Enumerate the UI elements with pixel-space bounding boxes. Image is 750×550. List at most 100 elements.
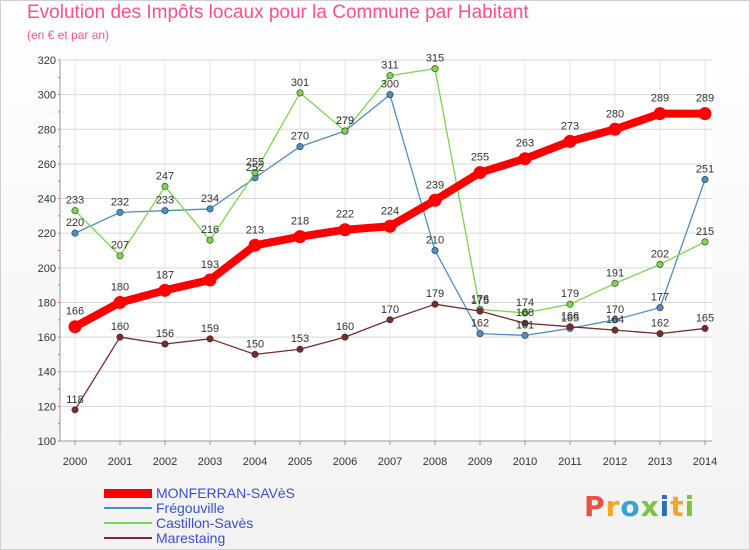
y-tick-label: 120: [38, 401, 56, 413]
x-tick-label: 2011: [558, 456, 582, 468]
y-tick-label: 220: [38, 228, 56, 240]
data-point-monferran-sav-s: [383, 219, 397, 233]
chart-subtitle: (en € et par an): [27, 28, 110, 42]
data-point-fr-gouville: [431, 247, 439, 255]
data-label-marestaing: 168: [516, 307, 534, 319]
data-label-marestaing: 159: [201, 323, 219, 335]
data-point-castillon-sav-s: [566, 300, 574, 308]
data-point-castillon-sav-s: [161, 182, 169, 190]
data-label-monferran-sav-s: 239: [426, 179, 444, 191]
legend-item-fregouville[interactable]: Frégouville: [104, 501, 224, 515]
data-point-monferran-sav-s: [293, 230, 307, 244]
grid: [60, 59, 712, 442]
data-point-fr-gouville: [656, 304, 664, 312]
data-label-marestaing: 170: [381, 304, 399, 316]
x-tick-label: 2014: [693, 456, 717, 468]
data-point-fr-gouville: [521, 331, 529, 339]
data-point-monferran-sav-s: [248, 238, 262, 252]
data-label-castillon-sav-s: 202: [651, 248, 669, 260]
data-label-castillon-sav-s: 216: [201, 224, 219, 236]
data-point-monferran-sav-s: [113, 295, 127, 309]
legend-label-monferran: MONFERRAN-SAVèS: [156, 485, 295, 501]
data-label-monferran-sav-s: 255: [471, 152, 489, 164]
data-point-monferran-sav-s: [608, 122, 622, 136]
data-label-marestaing: 165: [696, 312, 714, 324]
x-tick-label: 2003: [198, 456, 222, 468]
logo-letter: o: [620, 490, 641, 523]
data-label-fr-gouville: 270: [291, 131, 309, 143]
data-label-castillon-sav-s: 207: [111, 240, 129, 252]
y-tick-label: 280: [38, 124, 56, 136]
data-point-monferran-sav-s: [158, 283, 172, 297]
axes: 100 120 140 160 180 200 220 240 260 280 300 320 2000…: [38, 55, 718, 468]
data-point-marestaing: [251, 350, 259, 358]
data-point-castillon-sav-s: [656, 260, 664, 268]
data-point-marestaing: [71, 406, 79, 414]
data-label-marestaing: 164: [606, 314, 624, 326]
data-label-monferran-sav-s: 213: [246, 224, 264, 236]
data-point-marestaing: [521, 319, 529, 327]
data-point-monferran-sav-s: [68, 320, 82, 334]
data-point-castillon-sav-s: [386, 72, 394, 80]
data-label-castillon-sav-s: 215: [696, 226, 714, 238]
y-tick-label: 100: [38, 436, 56, 448]
data-label-castillon-sav-s: 233: [66, 195, 84, 207]
data-point-castillon-sav-s: [206, 236, 214, 244]
legend-item-castillon[interactable]: Castillon-Savès: [104, 516, 253, 530]
data-point-monferran-sav-s: [563, 134, 577, 148]
data-label-marestaing: 160: [111, 321, 129, 333]
y-tick-label: 260: [38, 159, 56, 171]
data-point-marestaing: [296, 345, 304, 353]
data-label-fr-gouville: 234: [201, 193, 219, 205]
logo-letter: x: [640, 490, 660, 523]
data-label-castillon-sav-s: 174: [516, 297, 534, 309]
data-label-monferran-sav-s: 222: [336, 209, 354, 221]
x-tick-label: 2007: [378, 456, 402, 468]
data-label-castillon-sav-s: 301: [291, 77, 309, 89]
data-point-fr-gouville: [296, 143, 304, 151]
data-label-monferran-sav-s: 218: [291, 216, 309, 228]
x-tick-label: 2000: [63, 456, 87, 468]
logo-letter: t: [670, 490, 685, 523]
data-label-monferran-sav-s: 180: [111, 281, 129, 293]
data-label-fr-gouville: 162: [471, 318, 489, 330]
data-label-fr-gouville: 161: [516, 319, 534, 331]
y-tick-label: 320: [38, 55, 56, 67]
data-point-marestaing: [566, 323, 574, 331]
y-tick-label: 140: [38, 367, 56, 379]
data-point-marestaing: [611, 326, 619, 334]
logo-letter: r: [605, 490, 621, 523]
data-point-castillon-sav-s: [71, 207, 79, 215]
data-label-fr-gouville: 232: [111, 196, 129, 208]
data-point-castillon-sav-s: [431, 65, 439, 73]
y-tick-label: 200: [38, 263, 56, 275]
legend-label-castillon: Castillon-Savès: [156, 515, 254, 531]
x-tick-label: 2001: [108, 456, 132, 468]
data-point-marestaing: [161, 340, 169, 348]
data-label-marestaing: 150: [246, 338, 264, 350]
data-label-marestaing: 162: [651, 318, 669, 330]
data-label-castillon-sav-s: 179: [561, 288, 579, 300]
data-point-castillon-sav-s: [296, 89, 304, 97]
data-label-fr-gouville: 252: [246, 162, 264, 174]
y-tick-label: 300: [38, 90, 56, 102]
data-point-marestaing: [116, 333, 124, 341]
legend-item-marestaing[interactable]: Marestaing: [104, 531, 225, 545]
data-label-fr-gouville: 210: [426, 235, 444, 247]
data-point-monferran-sav-s: [653, 107, 667, 121]
data-label-castillon-sav-s: 311: [381, 60, 399, 72]
data-label-marestaing: 156: [156, 328, 174, 340]
data-label-castillon-sav-s: 279: [336, 115, 354, 127]
x-tick-label: 2010: [513, 456, 537, 468]
logo-letter: P: [584, 490, 606, 523]
data-label-castillon-sav-s: 176: [471, 293, 489, 305]
data-label-fr-gouville: 177: [651, 292, 669, 304]
legend-item-monferran[interactable]: MONFERRAN-SAVèS: [104, 486, 295, 500]
data-label-castillon-sav-s: 191: [606, 267, 624, 279]
data-label-castillon-sav-s: 315: [426, 53, 444, 65]
data-label-castillon-sav-s: 255: [246, 157, 264, 169]
data-point-marestaing: [656, 330, 664, 338]
y-tick-label: 180: [38, 297, 56, 309]
plot-area: [60, 60, 712, 441]
